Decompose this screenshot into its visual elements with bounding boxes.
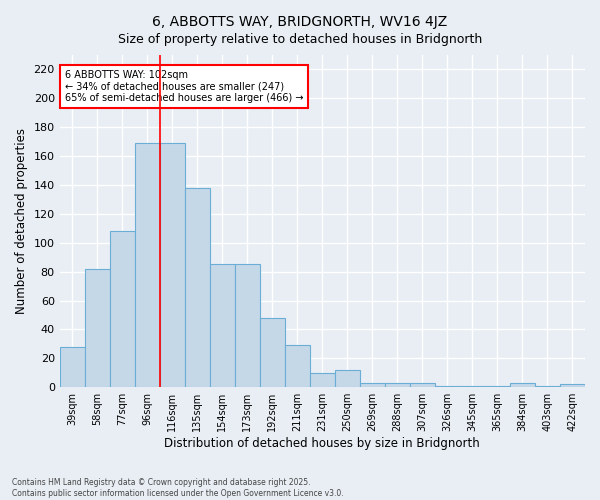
Bar [285, 346, 310, 387]
Bar [260, 318, 285, 387]
Bar [210, 264, 235, 387]
Bar [460, 386, 485, 387]
Text: Contains HM Land Registry data © Crown copyright and database right 2025.
Contai: Contains HM Land Registry data © Crown c… [12, 478, 344, 498]
Bar [485, 386, 510, 387]
Bar [385, 383, 410, 387]
Bar [335, 370, 360, 387]
Bar [85, 269, 110, 387]
Text: 6 ABBOTTS WAY: 102sqm
← 34% of detached houses are smaller (247)
65% of semi-det: 6 ABBOTTS WAY: 102sqm ← 34% of detached … [65, 70, 304, 103]
Bar [235, 264, 260, 387]
Bar [410, 383, 435, 387]
Bar [510, 383, 535, 387]
Bar [160, 143, 185, 387]
Bar [59, 347, 85, 387]
Bar [310, 373, 335, 387]
Text: Size of property relative to detached houses in Bridgnorth: Size of property relative to detached ho… [118, 32, 482, 46]
Bar [185, 188, 210, 387]
Bar [535, 386, 560, 387]
Bar [110, 231, 135, 387]
Bar [435, 386, 460, 387]
Bar [560, 384, 585, 387]
Text: 6, ABBOTTS WAY, BRIDGNORTH, WV16 4JZ: 6, ABBOTTS WAY, BRIDGNORTH, WV16 4JZ [152, 15, 448, 29]
Y-axis label: Number of detached properties: Number of detached properties [15, 128, 28, 314]
Bar [135, 143, 160, 387]
Bar [360, 383, 385, 387]
X-axis label: Distribution of detached houses by size in Bridgnorth: Distribution of detached houses by size … [164, 437, 480, 450]
